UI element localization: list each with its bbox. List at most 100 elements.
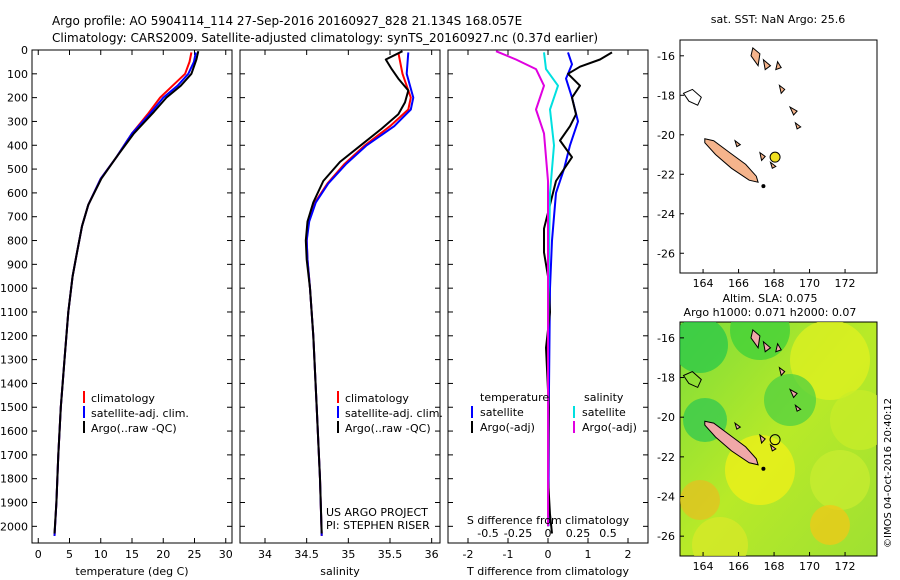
x-tick-label: 15 bbox=[125, 548, 139, 561]
legend-header-salinity: salinity bbox=[584, 391, 624, 404]
s-tick-label: -0.25 bbox=[504, 527, 532, 540]
map-x-tick-label: 166 bbox=[728, 277, 749, 290]
sla-map-title1: Altim. SLA: 0.075 bbox=[722, 292, 817, 305]
x-tick-label: 34.5 bbox=[294, 548, 319, 561]
y-tick-label: 1300 bbox=[0, 354, 28, 367]
map-y-tick-label: -22 bbox=[657, 451, 675, 464]
reef-outline bbox=[682, 371, 702, 389]
x-tick-label: 0 bbox=[35, 548, 42, 561]
map-x-tick-label: 164 bbox=[693, 277, 714, 290]
salinity-xlabel: salinity bbox=[320, 565, 360, 578]
map-y-tick-label: -16 bbox=[657, 50, 675, 63]
map-y-tick-label: -26 bbox=[657, 247, 675, 260]
sst-map-ticks: 164 166 168 170 172 -16 -18 -20 -22 -24 -26 bbox=[657, 50, 856, 290]
x-tick-label: 35 bbox=[341, 548, 355, 561]
series-line bbox=[53, 50, 200, 534]
map-x-tick-label: 172 bbox=[835, 277, 856, 290]
sst-map bbox=[682, 46, 802, 189]
island bbox=[778, 366, 786, 377]
sla-contour-blob bbox=[830, 390, 877, 450]
credit-pi: PI: STEPHEN RISER bbox=[326, 519, 430, 532]
island bbox=[762, 340, 772, 353]
island bbox=[794, 403, 802, 412]
map-y-tick-label: -20 bbox=[657, 411, 675, 424]
y-tick-label: 0 bbox=[21, 44, 28, 57]
island bbox=[734, 139, 742, 148]
map-x-tick-label: 168 bbox=[764, 560, 785, 573]
y-tick-label: 1900 bbox=[0, 497, 28, 510]
y-tick-label: 300 bbox=[7, 115, 28, 128]
salinity-panel bbox=[239, 49, 441, 544]
y-tick-label: 900 bbox=[7, 258, 28, 271]
s-tick-label: 0.25 bbox=[566, 527, 591, 540]
sla-map bbox=[680, 322, 877, 556]
x-tick-label: 30 bbox=[219, 548, 233, 561]
salinity-plot: 34 34.5 35 35.5 36 bbox=[240, 49, 440, 561]
island bbox=[762, 58, 772, 71]
x-tick-label: 35.5 bbox=[378, 548, 403, 561]
legend-header-temperature: temperature bbox=[480, 391, 549, 404]
sla-map-title2: Argo h1000: 0.071 h2000: 0.07 bbox=[684, 306, 857, 319]
y-tick-label: 400 bbox=[7, 139, 28, 152]
sla-contour-blob bbox=[810, 505, 850, 545]
x-tick-label: 2 bbox=[625, 548, 632, 561]
float-start-dot bbox=[761, 466, 766, 471]
island bbox=[775, 60, 782, 71]
header-line2: Climatology: CARS2009. Satellite-adjuste… bbox=[52, 31, 598, 45]
map-y-tick-label: -16 bbox=[657, 332, 675, 345]
difference-plot: -2 -1 0 1 2 -0.5 -0.25 0 0.25 0.5 bbox=[448, 49, 648, 561]
difference-xlabel: T difference from climatology bbox=[466, 565, 629, 578]
map-y-tick-label: -26 bbox=[657, 530, 675, 543]
series-line bbox=[547, 52, 579, 527]
sla-contour-blob bbox=[680, 480, 720, 520]
island bbox=[788, 105, 798, 116]
float-marker bbox=[769, 434, 781, 446]
x-tick-label: -1 bbox=[503, 548, 514, 561]
difference-legend: temperature salinity satellite Argo(-adj… bbox=[471, 391, 637, 434]
series-line bbox=[53, 52, 197, 536]
island bbox=[775, 342, 782, 353]
difference-xlabel-top: S difference from climatology bbox=[467, 514, 630, 527]
temperature-legend: climatology satellite-adj. clim. Argo(..… bbox=[83, 391, 189, 435]
island bbox=[769, 161, 777, 170]
x-tick-label: 0 bbox=[545, 548, 552, 561]
x-tick-label: 10 bbox=[94, 548, 108, 561]
sst-map-frame bbox=[679, 39, 878, 274]
map-y-tick-label: -24 bbox=[657, 208, 675, 221]
header-line1: Argo profile: AO 5904114_114 27-Sep-2016… bbox=[52, 14, 522, 28]
x-tick-label: 25 bbox=[188, 548, 202, 561]
island bbox=[778, 84, 786, 95]
legend-label-s-satellite: satellite bbox=[582, 406, 626, 419]
legend-label-t-argo: Argo(-adj) bbox=[480, 421, 535, 434]
sla-map-ticks: 164 166 168 170 172 -16 -18 -20 -22 -24 -26 bbox=[657, 332, 856, 573]
x-tick-label: 34 bbox=[258, 548, 272, 561]
x-tick-label: 20 bbox=[156, 548, 170, 561]
island bbox=[759, 433, 766, 445]
new-caledonia-landmass bbox=[704, 138, 759, 183]
sla-contour-blob bbox=[692, 517, 748, 556]
legend-label-climatology: climatology bbox=[345, 392, 409, 405]
island bbox=[750, 328, 761, 350]
island bbox=[750, 46, 761, 67]
sla-contour-blob bbox=[764, 374, 816, 426]
series-line bbox=[304, 50, 410, 534]
y-tick-label: 700 bbox=[7, 211, 28, 224]
legend-label-satellite: satellite-adj. clim. bbox=[345, 407, 443, 420]
map-y-tick-label: -18 bbox=[657, 89, 675, 102]
map-x-tick-label: 164 bbox=[693, 560, 714, 573]
y-tick-label: 1500 bbox=[0, 401, 28, 414]
legend-label-argo: Argo(..raw -QC) bbox=[345, 422, 431, 435]
map-x-tick-label: 170 bbox=[799, 277, 820, 290]
map-x-tick-label: 166 bbox=[728, 560, 749, 573]
s-tick-label: 0 bbox=[545, 527, 552, 540]
sla-contour-blob bbox=[730, 322, 790, 360]
map-x-tick-label: 168 bbox=[764, 277, 785, 290]
y-tick-label: 1200 bbox=[0, 330, 28, 343]
series-line bbox=[543, 51, 613, 534]
x-tick-label: -2 bbox=[463, 548, 474, 561]
legend-label-t-satellite: satellite bbox=[480, 406, 524, 419]
sst-map-title: sat. SST: NaN Argo: 25.6 bbox=[711, 13, 845, 26]
float-start-dot bbox=[761, 184, 766, 189]
s-tick-label: 0.5 bbox=[599, 527, 617, 540]
